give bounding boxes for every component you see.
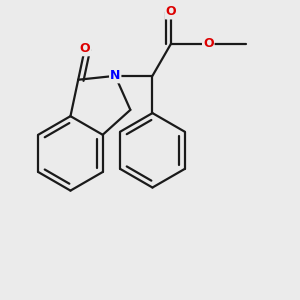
Text: O: O xyxy=(203,37,214,50)
Text: N: N xyxy=(110,69,120,82)
Text: O: O xyxy=(80,42,90,55)
Text: O: O xyxy=(166,5,176,19)
